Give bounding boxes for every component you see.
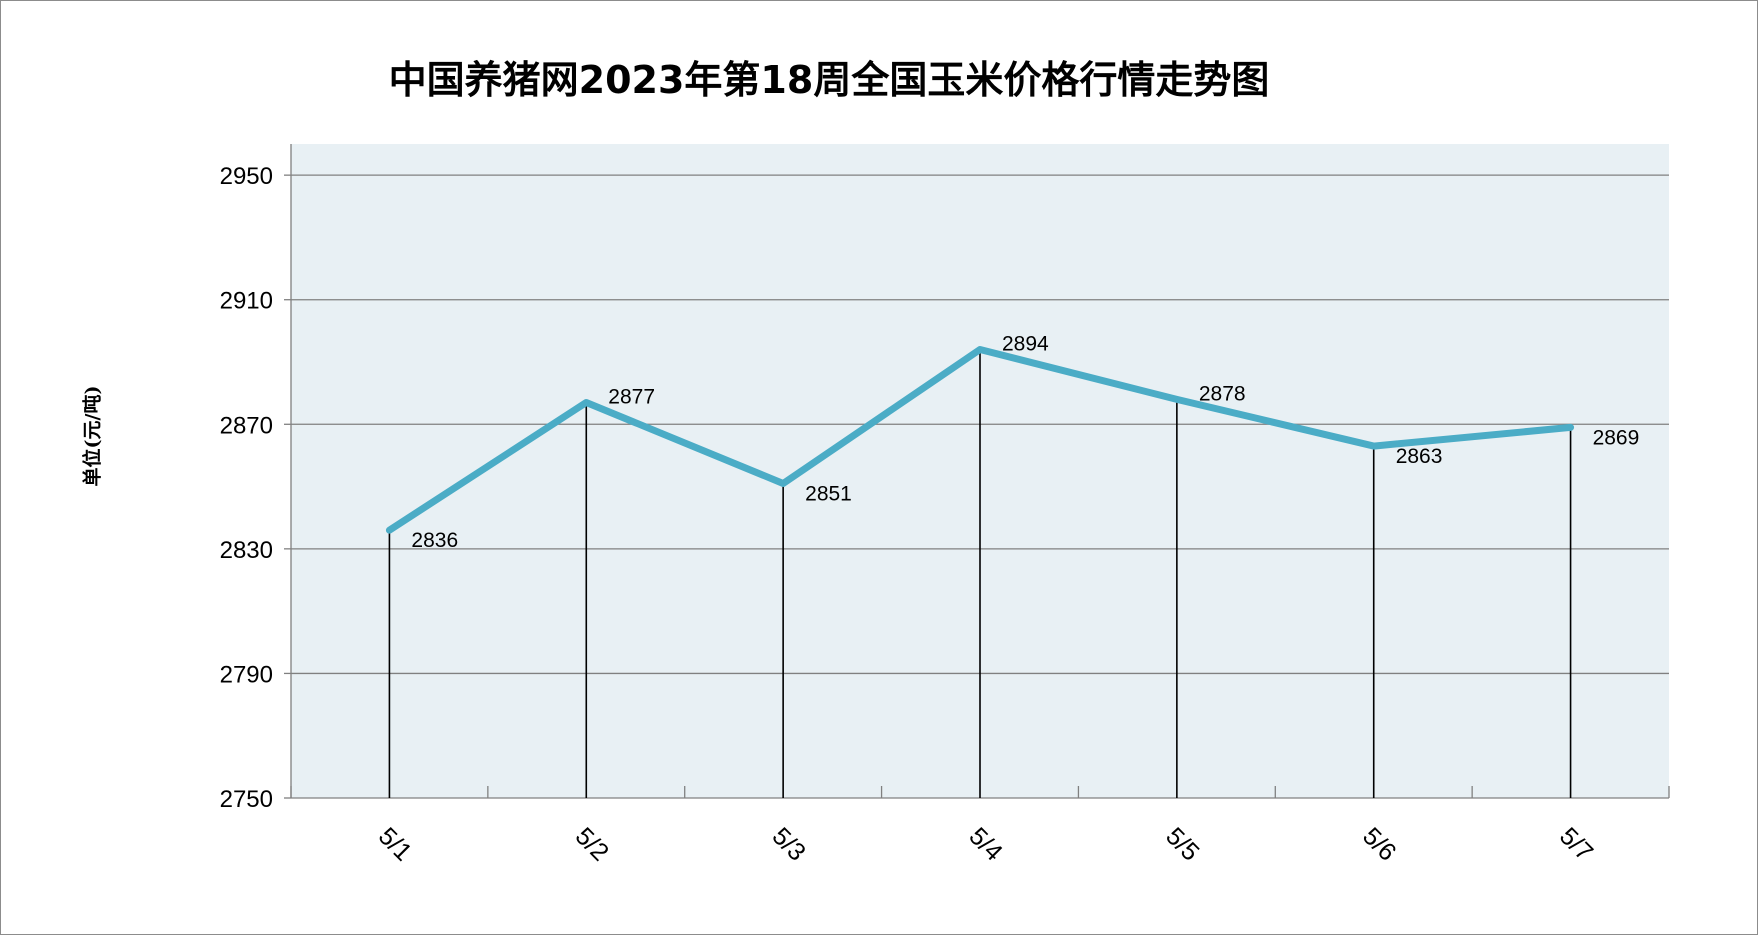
data-label: 2836 [411, 529, 458, 552]
y-tick-label: 2750 [220, 786, 273, 813]
x-tick-label: 5/1 [373, 822, 417, 866]
data-point [1371, 444, 1376, 449]
data-point [387, 528, 392, 533]
y-tick-label: 2830 [220, 537, 273, 564]
y-tick-label: 2910 [220, 288, 273, 315]
data-label: 2894 [1002, 333, 1049, 356]
x-tick-label: 5/3 [767, 822, 811, 866]
data-point [1174, 397, 1179, 402]
y-tick-label: 2950 [220, 163, 273, 190]
data-label: 2877 [608, 385, 655, 408]
data-point [584, 400, 589, 405]
data-label: 2851 [805, 482, 852, 505]
y-tick-label: 2790 [220, 661, 273, 688]
y-tick-label: 2870 [220, 412, 273, 439]
data-label: 2869 [1593, 426, 1640, 449]
x-tick-label: 5/6 [1357, 822, 1401, 866]
data-label: 2863 [1396, 445, 1443, 468]
x-tick-label: 5/7 [1554, 822, 1598, 866]
chart-title: 中国养猪网2023年第18周全国玉米价格行情走势图 [388, 58, 1270, 102]
x-tick-label: 5/2 [570, 822, 614, 866]
x-tick-label: 5/4 [963, 822, 1007, 866]
data-label: 2878 [1199, 382, 1246, 405]
data-point [1568, 425, 1573, 430]
data-point [978, 347, 982, 352]
data-point [781, 481, 786, 486]
x-tick-label: 5/5 [1160, 822, 1204, 866]
